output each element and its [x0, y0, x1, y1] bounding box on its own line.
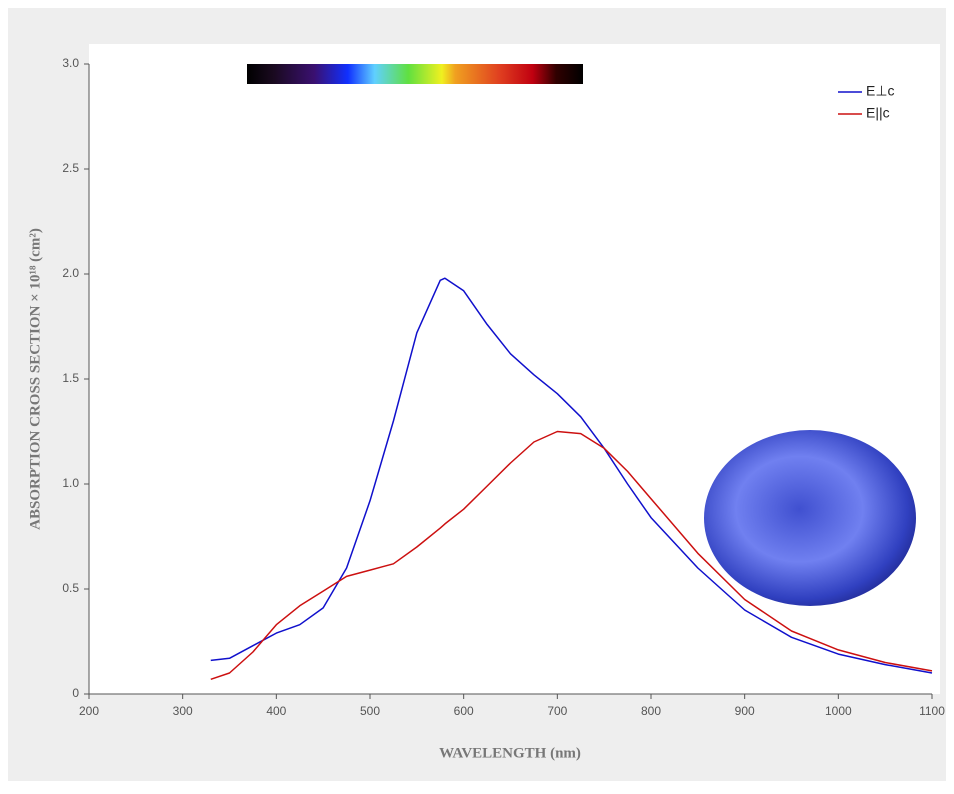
x-tick-label: 900 — [735, 704, 755, 718]
x-tick-label: 500 — [360, 704, 380, 718]
y-tick-label: 3.0 — [62, 56, 79, 70]
gem-image — [704, 430, 916, 606]
y-tick-label: 1.5 — [62, 371, 79, 385]
legend-label: E⊥c — [866, 83, 895, 99]
y-tick-label: 0 — [72, 686, 79, 700]
x-tick-label: 200 — [79, 704, 99, 718]
y-tick-label: 2.0 — [62, 266, 79, 280]
x-tick-label: 700 — [547, 704, 567, 718]
x-tick-label: 1000 — [825, 704, 852, 718]
y-axis-title: ABSORPTION CROSS SECTION × 10¹⁸ (cm²) — [27, 228, 43, 530]
y-tick-label: 0.5 — [62, 581, 79, 595]
x-tick-label: 400 — [266, 704, 286, 718]
x-tick-label: 300 — [173, 704, 193, 718]
spectrum-bar — [247, 64, 583, 84]
legend-label: E||c — [866, 105, 890, 121]
y-tick-label: 1.0 — [62, 476, 79, 490]
x-tick-label: 1100 — [919, 704, 945, 718]
x-tick-label: 600 — [454, 704, 474, 718]
x-axis-title: WAVELENGTH (nm) — [439, 745, 581, 761]
x-tick-label: 800 — [641, 704, 661, 718]
series-line — [210, 277, 933, 674]
series-line — [210, 430, 933, 681]
y-tick-label: 2.5 — [62, 161, 79, 175]
